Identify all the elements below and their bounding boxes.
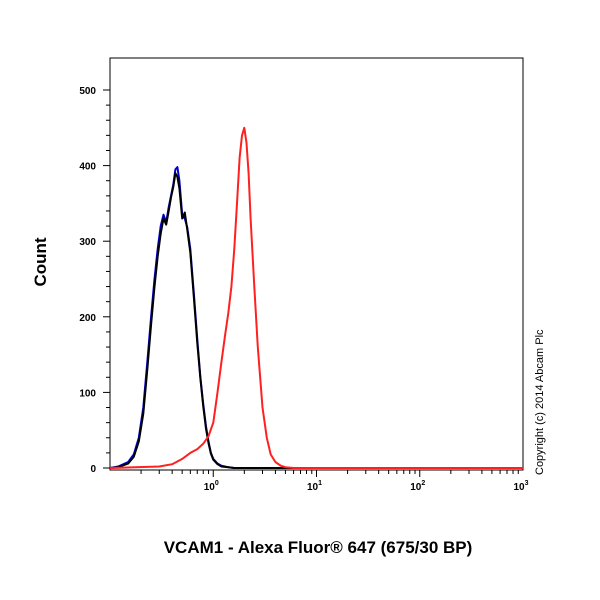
y-tick-label: 500 xyxy=(79,86,96,97)
histogram-series-3 xyxy=(109,126,523,469)
y-tick-label: 100 xyxy=(79,388,96,399)
y-axis-title: Count xyxy=(31,237,50,286)
series-layer xyxy=(109,126,523,469)
histogram-series-1 xyxy=(109,166,523,469)
x-tick-label: 101 xyxy=(307,480,322,493)
y-tick-label: 0 xyxy=(90,464,96,475)
x-axis-title: VCAM1 - Alexa Fluor® 647 (675/30 BP) xyxy=(164,538,473,557)
histogram-series-2 xyxy=(109,172,523,469)
x-tick-label: 100 xyxy=(204,480,219,493)
x-tick-label: 102 xyxy=(410,480,425,493)
y-tick-label: 300 xyxy=(79,237,96,248)
y-tick-label: 200 xyxy=(79,313,96,324)
copyright-notice: Copyright (c) 2014 Abcam Plc xyxy=(534,329,546,475)
plot-area xyxy=(109,57,524,471)
y-tick-label: 400 xyxy=(79,162,96,173)
tick-layer: 0 100 200 300 400 500 100 101 102 103 xyxy=(79,86,528,493)
plot-frame xyxy=(109,57,524,471)
x-tick-label: 103 xyxy=(513,480,528,493)
